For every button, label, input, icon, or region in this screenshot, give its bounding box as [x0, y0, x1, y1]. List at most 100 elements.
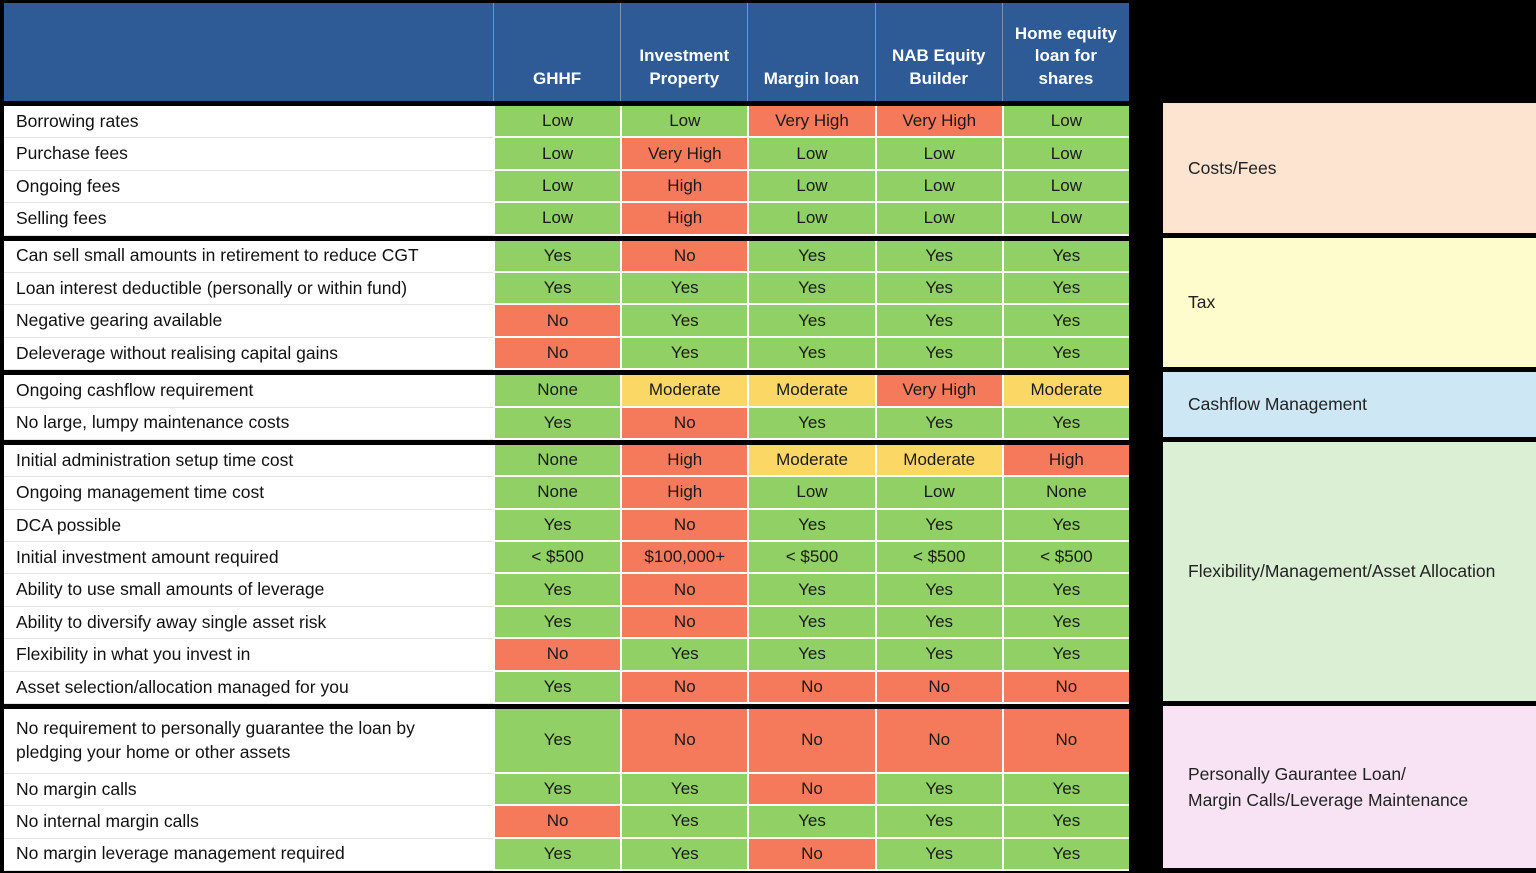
row-label: No large, lumpy maintenance costs	[4, 407, 493, 440]
table-cell: None	[493, 444, 621, 478]
table-cell: Yes	[620, 305, 748, 338]
table-cell: No	[620, 509, 748, 543]
table-cell: Low	[493, 203, 621, 236]
table-row: Asset selection/allocation managed for y…	[4, 671, 1129, 705]
row-label: Can sell small amounts in retirement to …	[4, 240, 493, 273]
table-row: No margin calls Yes Yes No Yes Yes	[4, 773, 1129, 807]
table-cell: Yes	[747, 407, 875, 440]
row-label: Negative gearing available	[4, 305, 493, 338]
table-cell: Moderate	[747, 375, 875, 408]
table-cell: Low	[1001, 138, 1129, 171]
table-cell: Low	[1001, 106, 1129, 139]
table-cell: Low	[874, 477, 1002, 510]
table-cell: Yes	[747, 337, 875, 371]
row-label: Purchase fees	[4, 138, 493, 171]
table-cell: Moderate	[874, 444, 1002, 478]
column-header-ghhf: GHHF	[493, 3, 620, 101]
table-cell: No	[747, 773, 875, 807]
table-row: Ability to use small amounts of leverage…	[4, 574, 1129, 607]
table-cell: No	[874, 709, 1002, 774]
table-cell: Yes	[1001, 806, 1129, 839]
table-cell: Moderate	[1001, 375, 1129, 408]
row-label: Asset selection/allocation managed for y…	[4, 671, 493, 705]
row-label: Initial administration setup time cost	[4, 444, 493, 478]
table-cell: Yes	[747, 305, 875, 338]
row-label: Ongoing cashflow requirement	[4, 375, 493, 408]
row-label: Selling fees	[4, 203, 493, 236]
table-cell: No	[620, 606, 748, 640]
table-row: Ongoing fees Low High Low Low Low	[4, 170, 1129, 204]
category-block-flexibility-management: Flexibility/Management/Asset Allocation	[1163, 441, 1536, 702]
table-cell: No	[620, 574, 748, 607]
table-cell: Low	[747, 477, 875, 510]
table-cell: Very High	[747, 106, 875, 139]
table-cell: Low	[874, 138, 1002, 171]
table-cell: No	[620, 709, 748, 774]
table-cell: Moderate	[620, 375, 748, 408]
table-row: No large, lumpy maintenance costs Yes No Ye…	[4, 407, 1129, 440]
table-cell: Very High	[874, 375, 1002, 408]
sidebar-divider	[1163, 232, 1536, 238]
category-block-tax: Tax	[1163, 237, 1536, 368]
table-cell: Yes	[620, 272, 748, 306]
group-divider	[4, 235, 1129, 241]
table-cell: Yes	[493, 671, 621, 705]
row-label: Initial investment amount required	[4, 542, 493, 575]
table-cell: Yes	[1001, 305, 1129, 338]
table-cell: No	[747, 838, 875, 871]
table-row: Deleverage without realising capital gai…	[4, 337, 1129, 371]
category-block-guarantee-margin-calls: Personally Gaurantee Loan/ Margin Calls/…	[1163, 706, 1536, 869]
row-label: Borrowing rates	[4, 106, 493, 139]
table-cell: Yes	[620, 773, 748, 807]
column-header-home-equity-loan: Home equity loan for shares	[1001, 3, 1129, 101]
table-cell: Yes	[874, 639, 1002, 672]
table-cell: No	[874, 671, 1002, 705]
table-cell: High	[620, 477, 748, 510]
table-cell: Yes	[1001, 606, 1129, 640]
sidebar-divider	[1163, 436, 1536, 442]
table-row: No internal margin calls No Yes Yes Yes Yes	[4, 806, 1129, 839]
table-cell: $100,000+	[620, 542, 748, 575]
table-cell: Low	[874, 203, 1002, 236]
table-cell: High	[620, 444, 748, 478]
table-cell: None	[493, 375, 621, 408]
table-row: Borrowing rates Low Low Very High Very High L…	[4, 106, 1129, 139]
table-row: Negative gearing available No Yes Yes Yes Yes	[4, 305, 1129, 338]
table-cell: Yes	[493, 407, 621, 440]
table-cell: Very High	[874, 106, 1002, 139]
table-cell: Yes	[874, 305, 1002, 338]
group-divider	[4, 439, 1129, 445]
table-cell: Low	[1001, 203, 1129, 236]
table-cell: < $500	[874, 542, 1002, 575]
sidebar-spacer	[1163, 0, 1536, 103]
comparison-table: GHHF Investment Property Margin loan NAB…	[0, 0, 1129, 873]
table-row: Initial administration setup time cost No…	[4, 444, 1129, 478]
row-label: No requirement to personally guarantee t…	[4, 709, 493, 774]
table-body: Borrowing rates Low Low Very High Very High L…	[4, 106, 1129, 871]
table-cell: No	[493, 806, 621, 839]
table-cell: Low	[747, 203, 875, 236]
table-cell: Yes	[747, 639, 875, 672]
table-cell: Yes	[1001, 639, 1129, 672]
table-cell: Yes	[1001, 574, 1129, 607]
category-block-costs-fees: Costs/Fees	[1163, 103, 1536, 233]
group-divider	[4, 704, 1129, 710]
category-block-cashflow-management: Cashflow Management	[1163, 372, 1536, 437]
table-cell: No	[620, 407, 748, 440]
table-cell: Yes	[747, 574, 875, 607]
table-cell: Low	[747, 138, 875, 171]
row-label: Deleverage without realising capital gai…	[4, 337, 493, 371]
table-cell: Low	[493, 106, 621, 139]
table-cell: < $500	[493, 542, 621, 575]
table-cell: Yes	[874, 407, 1002, 440]
table-cell: Yes	[493, 709, 621, 774]
table-cell: Very High	[620, 138, 748, 171]
table-cell: Yes	[874, 574, 1002, 607]
table-cell: Low	[747, 170, 875, 204]
table-cell: Yes	[1001, 509, 1129, 543]
table-cell: Yes	[1001, 838, 1129, 871]
table-cell: Yes	[747, 272, 875, 306]
table-cell: Low	[1001, 170, 1129, 204]
row-label: Ongoing fees	[4, 170, 493, 204]
group-divider	[4, 101, 1129, 106]
